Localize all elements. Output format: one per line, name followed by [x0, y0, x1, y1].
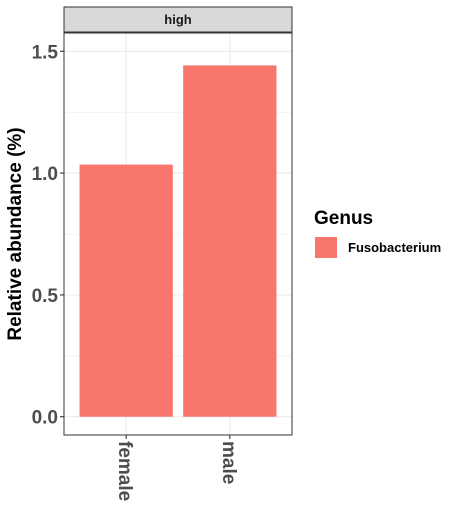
- x-axis: female male: [114, 435, 239, 501]
- y-tick-label: 1.5: [32, 42, 59, 63]
- y-axis-title: Relative abundance (%): [5, 127, 26, 340]
- y-tick-label: 1.0: [32, 164, 58, 185]
- legend-title: Genus: [314, 208, 373, 229]
- bar-female: [79, 164, 173, 417]
- y-axis: 0.0 0.5 1.0 1.5: [32, 42, 64, 429]
- bars: [79, 65, 277, 417]
- legend: Genus Fusobacterium: [314, 208, 441, 258]
- legend-label-fusobacterium: Fusobacterium: [348, 240, 441, 255]
- facet-strip-label: high: [164, 12, 191, 27]
- y-tick-label: 0.0: [32, 408, 58, 429]
- x-tick-label-female: female: [114, 441, 135, 501]
- panel-border: [63, 32, 293, 436]
- y-tick-label: 0.5: [32, 286, 59, 307]
- legend-key-fusobacterium: [315, 237, 337, 258]
- bar-male: [183, 65, 277, 417]
- x-tick-label-male: male: [218, 441, 239, 484]
- facet-strip: [63, 6, 293, 33]
